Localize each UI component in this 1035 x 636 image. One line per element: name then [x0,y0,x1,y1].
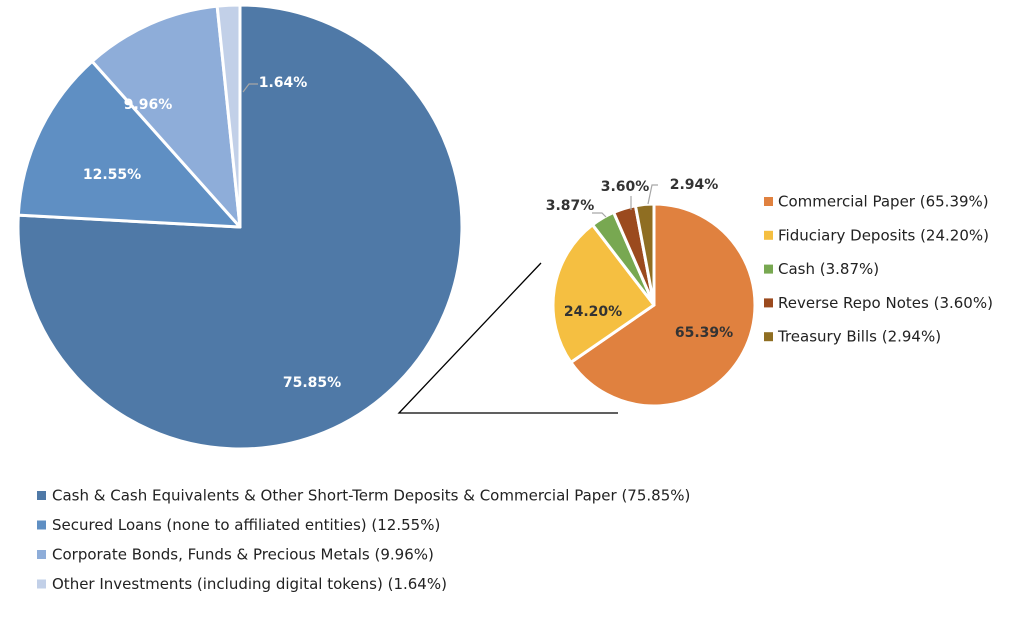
main-legend-swatch [37,520,46,530]
breakdown-legend-swatch [764,230,773,240]
breakdown-legend-label: Commercial Paper (65.39%) [778,193,989,211]
main-legend-swatch [37,579,46,589]
connector-line [397,262,618,414]
breakdown-pie-data-label: 3.87% [546,198,595,214]
breakdown-pie-slice [569,202,757,408]
main-legend-label: Other Investments (including digital tok… [52,575,447,593]
main-pie-slice [215,3,242,229]
main-legend-label: Corporate Bonds, Funds & Precious Metals… [52,546,434,564]
breakdown-pie-leader-line [647,184,658,205]
breakdown-legend-swatch [764,264,773,274]
main-pie-slice [16,3,464,451]
breakdown-pie-data-label: 3.60% [601,179,650,195]
main-pie-slice [16,59,242,229]
main-legend-swatch [37,491,46,500]
breakdown-legend-label: Reverse Repo Notes (3.60%) [778,294,993,312]
breakdown-pie-slice [551,223,656,364]
main-pie-slice [90,4,242,229]
breakdown-pie-data-label: 2.94% [670,177,719,193]
main-pie-data-label: 9.96% [124,97,173,113]
breakdown-legend-label: Fiduciary Deposits (24.20%) [778,226,989,244]
breakdown-pie-leader-line [592,212,607,218]
main-pie-data-label: 12.55% [83,167,141,183]
breakdown-legend-swatch [764,197,773,206]
breakdown-legend-label: Cash (3.87%) [778,260,879,278]
breakdown-legend-swatch [764,332,773,342]
main-pie-data-label: 1.64% [259,75,308,91]
main-legend-label: Secured Loans (none to affiliated entiti… [52,516,440,534]
breakdown-pie-slice [633,202,656,307]
breakdown-legend-swatch [764,298,773,308]
main-pie-leader-line [242,83,258,93]
main-legend-label: Cash & Cash Equivalents & Other Short-Te… [52,487,690,505]
breakdown-legend-label: Treasury Bills (2.94%) [777,328,941,346]
breakdown-pie-data-label: 65.39% [675,325,733,341]
breakdown-pie-data-label: 24.20% [564,304,622,320]
main-pie-data-label: 75.85% [283,375,341,391]
main-legend-swatch [37,550,46,559]
